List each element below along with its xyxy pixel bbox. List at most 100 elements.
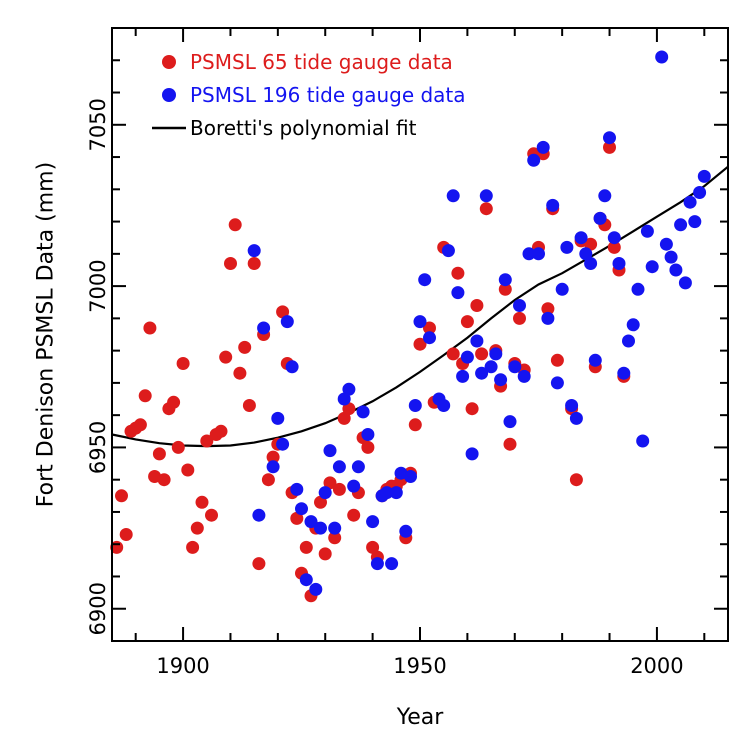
blue-data-point [328, 521, 342, 535]
x-tick-label: 2000 [630, 654, 683, 678]
red-data-point [318, 547, 332, 561]
blue-data-point [456, 369, 470, 383]
red-data-point [252, 557, 266, 571]
blue-data-point [674, 218, 688, 232]
blue-data-point [636, 434, 650, 448]
red-data-point [228, 218, 242, 232]
blue-data-point [470, 334, 484, 348]
fit-line-layer [111, 165, 729, 448]
blue-data-point [574, 231, 588, 245]
blue-data-point [484, 360, 498, 374]
red-data-point [465, 402, 479, 416]
blue-data-point [380, 486, 394, 500]
blue-data-point [290, 482, 304, 496]
red-data-point [157, 473, 171, 487]
red-data-point [167, 395, 181, 409]
blue-data-point [257, 321, 271, 335]
red-data-point [115, 489, 128, 503]
red-data-point [314, 495, 327, 509]
blue-data-point [631, 282, 645, 296]
blue-data-point [361, 428, 375, 441]
red-data-point [569, 473, 583, 487]
blue-data-point [252, 508, 266, 522]
red-data-point [451, 266, 465, 280]
blue-data-point [351, 460, 365, 474]
blue-data-point [451, 286, 465, 300]
red-data-point [138, 389, 152, 403]
y-tick-label: 7050 [86, 98, 110, 151]
blue-data-point [678, 276, 692, 290]
blue-data-point [603, 131, 616, 145]
blue-data-point [418, 273, 432, 287]
legend-marker-blue [162, 88, 176, 102]
blue-data-point [318, 486, 332, 500]
red-data-point [233, 366, 247, 380]
red-data-point [408, 418, 422, 432]
blue-data-point [385, 557, 399, 571]
blue-data-point [550, 376, 564, 390]
red-data-point [242, 399, 256, 412]
blue-data-point [423, 331, 436, 345]
blue-data-point [659, 237, 673, 251]
x-axis-title: Year [396, 705, 445, 730]
blue-data-point [271, 411, 285, 425]
blue-data-point [522, 247, 536, 261]
red-data-point [261, 473, 275, 487]
red-data-point [224, 257, 237, 270]
red-data-point [323, 476, 337, 490]
red-data-point [143, 321, 157, 335]
blue-data-point [588, 353, 602, 367]
blue-data-point [688, 215, 702, 229]
red-data-point [299, 540, 313, 554]
blue-data-point [617, 366, 631, 380]
red-data-point [475, 347, 489, 361]
blue-data-point [607, 231, 621, 245]
blue-data-point [683, 195, 697, 209]
blue-data-point [465, 447, 479, 461]
red-data-point [413, 337, 427, 351]
red-data-point [446, 347, 460, 361]
blue-data-point [503, 415, 517, 429]
red-data-point [332, 482, 346, 496]
legend: PSMSL 65 tide gauge data PSMSL 196 tide … [152, 50, 466, 140]
blue-data-point [285, 360, 299, 374]
blue-data-point [309, 582, 323, 596]
blue-data-point [314, 521, 327, 535]
red-data-point [200, 434, 214, 448]
red-data-point [460, 315, 474, 329]
blue-data-point [304, 515, 318, 529]
red-data-point [247, 257, 261, 270]
blue-data-point [655, 50, 669, 64]
red-data-point [423, 321, 436, 335]
red-data-point [276, 305, 290, 319]
red-data-point [584, 237, 598, 251]
fit-line [111, 165, 729, 448]
legend-label-line: Boretti's polynomial fit [190, 116, 417, 140]
blue-data-point [645, 260, 659, 274]
red-data-point [607, 240, 621, 254]
blue-data-point [479, 189, 493, 203]
blue-data-point [356, 405, 370, 419]
y-axis-title: Fort Denison PSMSL Data (mm) [34, 162, 59, 507]
blue-data-point [247, 244, 261, 258]
blue-data-point [337, 392, 351, 406]
x-tick-label: 1950 [393, 654, 446, 678]
blue-data-point [276, 437, 290, 451]
blue-data-point [295, 502, 308, 516]
legend-marker-red [162, 55, 176, 69]
blue-data-point [664, 250, 678, 264]
blue-data-point [342, 382, 356, 396]
red-data-point [342, 402, 356, 416]
blue-data-point [560, 240, 574, 254]
red-data-point [176, 357, 190, 370]
red-data-point [361, 440, 375, 454]
red-data-point [503, 437, 517, 451]
blue-data-point [598, 189, 612, 203]
red-data-point [119, 528, 133, 541]
blue-data-point [508, 360, 522, 374]
red-data-point [498, 282, 512, 296]
blue-data-point [389, 486, 403, 500]
x-tick-label: 1900 [156, 654, 209, 678]
blue-data-point [584, 257, 598, 270]
